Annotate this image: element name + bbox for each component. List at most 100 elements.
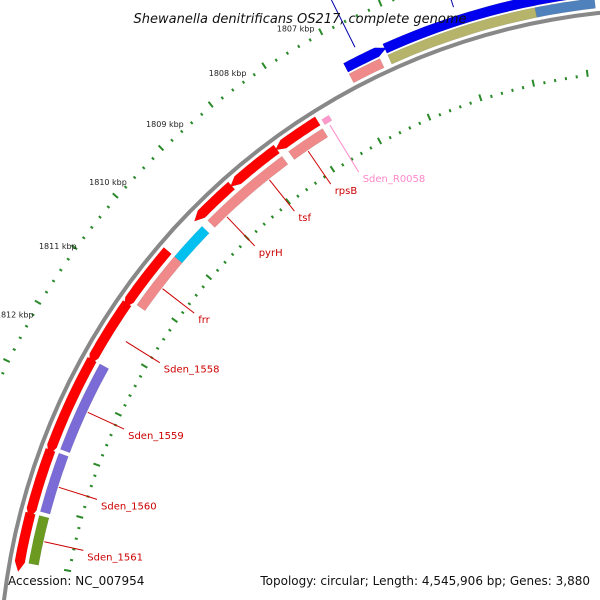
- inner-tick: [83, 505, 87, 509]
- gene-label: Sden_1559: [128, 431, 184, 442]
- inner-tick: [564, 76, 568, 81]
- outer-tick: [189, 121, 194, 125]
- outer-tick: [274, 58, 278, 62]
- outer-tick: [377, 0, 383, 7]
- inner-tick: [304, 187, 309, 192]
- inner-tick: [128, 394, 132, 398]
- leader-line: [330, 0, 356, 48]
- outer-tick: [355, 13, 359, 18]
- outer-tick: [318, 28, 324, 36]
- inner-tick: [161, 337, 166, 341]
- gene-labels: Sden_1552Sden_1553Sden_R0058rpsBtsfpyrHf…: [44, 0, 454, 563]
- inner-tick: [123, 403, 127, 407]
- inner-tick: [155, 346, 160, 351]
- genome-backbone: [1, 10, 600, 600]
- cog-sden-1553: [348, 58, 385, 84]
- inner-tick: [359, 151, 364, 156]
- outer-tick: [157, 144, 165, 152]
- inner-tick: [341, 163, 345, 167]
- inner-tick: [500, 91, 504, 95]
- leader-line: [87, 411, 125, 430]
- outer-tick: [343, 19, 347, 24]
- outer-tick: [308, 38, 312, 42]
- inner-tick: [104, 443, 109, 447]
- inner-tick: [350, 157, 354, 161]
- cds-sden-1561: [14, 511, 36, 573]
- inner-tick: [69, 558, 74, 562]
- inner-tick: [377, 137, 383, 145]
- cog-sden-1560: [39, 452, 69, 515]
- inner-tick: [553, 78, 557, 83]
- inner-tick: [138, 374, 143, 379]
- inner-tick: [194, 293, 199, 297]
- ruler-label: 1811 kbp: [39, 242, 77, 251]
- outer-tick: [106, 205, 111, 209]
- cds-frr: [123, 247, 172, 309]
- inner-tick: [76, 515, 84, 519]
- inner-tick: [521, 85, 525, 90]
- outer-tick: [31, 313, 35, 317]
- ruler-label: 1810 kbp: [89, 178, 127, 187]
- outer-tick: [252, 72, 256, 77]
- inner-tick: [398, 130, 402, 135]
- inner-tick: [262, 222, 266, 226]
- inner-tick: [93, 474, 97, 478]
- inner-tick: [215, 268, 220, 273]
- cds-next: [533, 0, 569, 6]
- inner-tick: [205, 274, 213, 281]
- inner-tick: [313, 181, 318, 185]
- inner-tick: [448, 108, 452, 113]
- inner-tick: [93, 462, 101, 467]
- gene-label: Sden_1558: [164, 365, 220, 376]
- inner-tick: [469, 101, 473, 105]
- outer-tick: [200, 112, 204, 117]
- inner-tick: [133, 384, 137, 388]
- inner-tick: [285, 198, 292, 205]
- outer-tick: [285, 51, 290, 56]
- inner-tick: [201, 285, 205, 289]
- inner-tick: [168, 328, 172, 332]
- outer-tick: [112, 192, 119, 199]
- inner-tick: [187, 302, 192, 306]
- outer-tick: [151, 156, 155, 161]
- inner-tick: [89, 484, 94, 488]
- inner-tick: [254, 229, 258, 234]
- outer-tick: [34, 299, 42, 306]
- outer-tick: [297, 44, 301, 49]
- outer-tick: [261, 62, 267, 70]
- outer-tick: [331, 25, 335, 30]
- inner-tick: [100, 453, 105, 457]
- gene-label: rpsB: [335, 186, 358, 197]
- map-title: Shewanella denitrificans OS217, complete…: [134, 12, 467, 27]
- cog-rpsB: [288, 128, 329, 160]
- inner-tick: [458, 105, 462, 109]
- leader-line: [226, 216, 256, 247]
- leader-line: [307, 150, 332, 185]
- inner-tick: [279, 208, 283, 212]
- ruler-label: 1807 kbp: [277, 25, 315, 34]
- outer-tick: [66, 257, 71, 261]
- inner-tick: [230, 252, 235, 257]
- gene-label: frr: [198, 315, 210, 326]
- inner-tick: [72, 548, 76, 551]
- inner-tick: [140, 363, 148, 369]
- inner-tick: [109, 433, 113, 437]
- cog-next: [534, 0, 596, 18]
- cds-sden-1553: [343, 47, 387, 73]
- inner-tick: [329, 165, 336, 173]
- inner-tick: [408, 126, 412, 130]
- outer-tick: [12, 347, 17, 352]
- gene-label: Sden_1561: [87, 552, 143, 563]
- outer-tick: [392, 0, 395, 2]
- inner-tick: [63, 568, 72, 573]
- outer-tick: [123, 185, 128, 189]
- gene-label: tsf: [298, 213, 311, 224]
- tick-marks: [1, 0, 589, 573]
- inner-tick: [223, 260, 227, 265]
- outer-tick: [180, 129, 184, 134]
- outer-tick: [141, 166, 146, 170]
- inner-tick: [511, 88, 514, 93]
